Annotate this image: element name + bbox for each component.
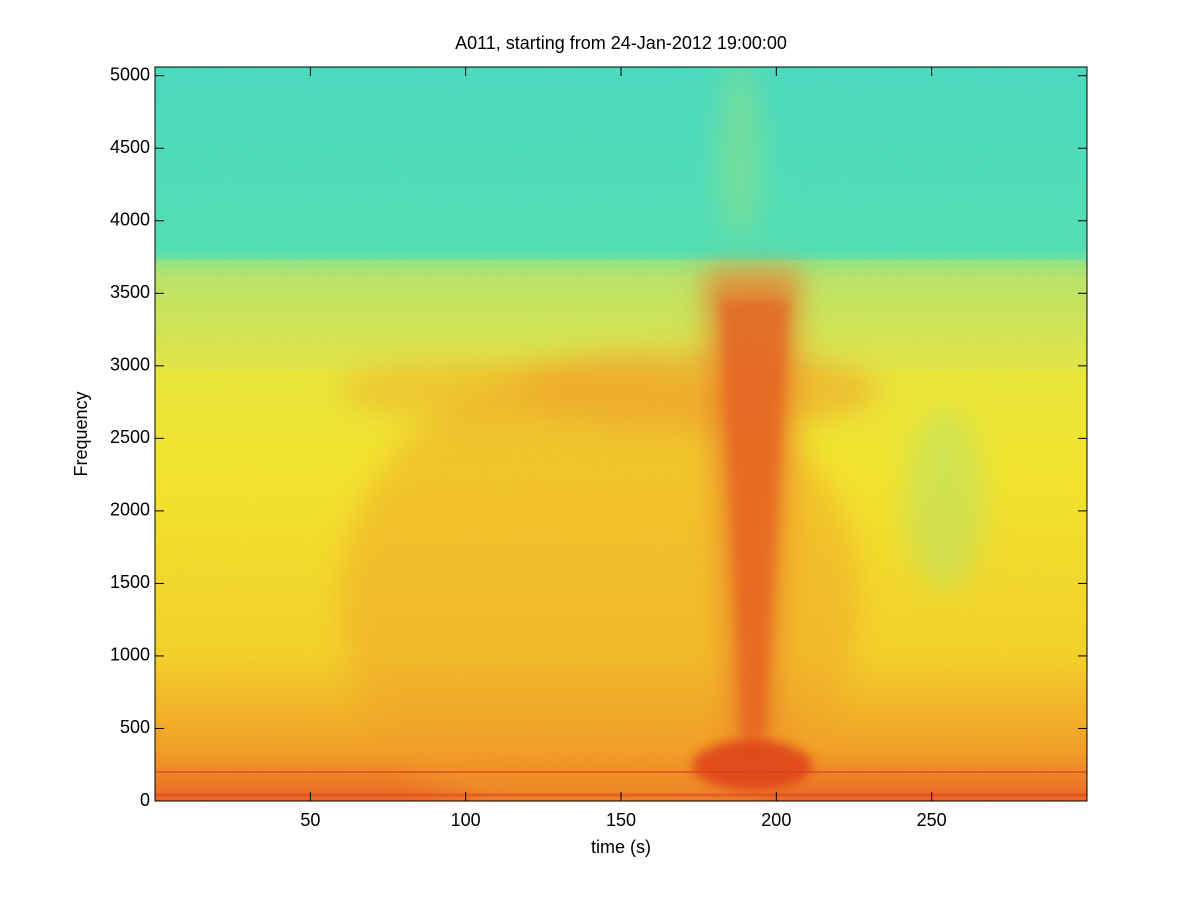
- y-tick-label: 0: [140, 790, 150, 810]
- y-tick-label: 4500: [110, 137, 150, 157]
- y-tick-label: 1500: [110, 572, 150, 592]
- y-tick-label: 5000: [110, 64, 150, 84]
- y-axis-label: Frequency: [71, 391, 91, 476]
- y-tick-label: 2500: [110, 427, 150, 447]
- x-tick-label: 150: [606, 810, 636, 830]
- y-tick-label: 4000: [110, 210, 150, 230]
- y-tick-label: 3500: [110, 282, 150, 302]
- y-tick-label: 2000: [110, 500, 150, 520]
- x-tick-label: 200: [761, 810, 791, 830]
- y-tick-label: 500: [120, 717, 150, 737]
- x-axis-label: time (s): [591, 837, 651, 857]
- x-tick-label: 250: [917, 810, 947, 830]
- y-tick-label: 3000: [110, 355, 150, 375]
- chart-title: A011, starting from 24-Jan-2012 19:00:00: [455, 33, 787, 53]
- y-tick-label: 1000: [110, 645, 150, 665]
- x-tick-label: 100: [451, 810, 481, 830]
- x-tick-label: 50: [300, 810, 320, 830]
- spectrogram-image: [155, 67, 1087, 801]
